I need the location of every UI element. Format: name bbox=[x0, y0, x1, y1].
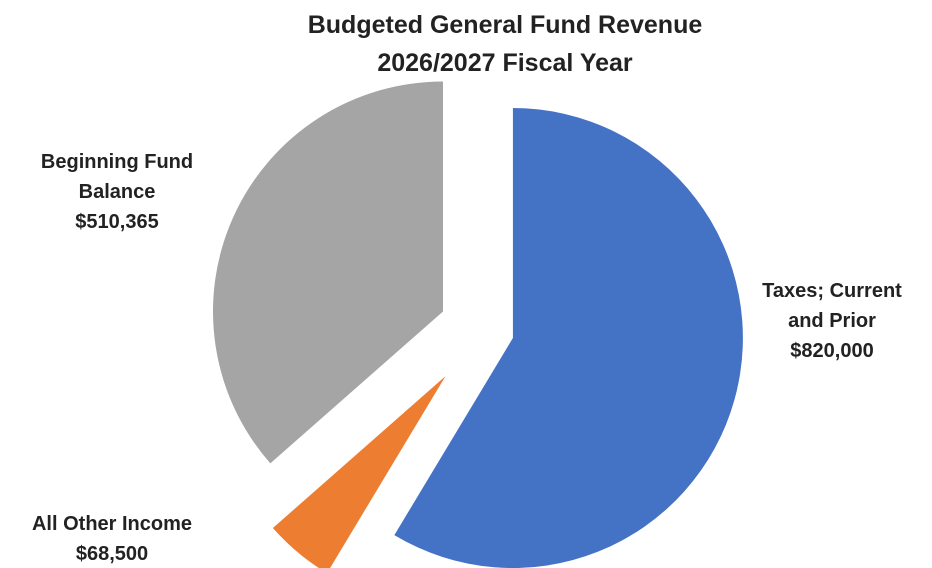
chart-title-line-2: 2026/2027 Fiscal Year bbox=[377, 49, 633, 77]
slice-label-line: and Prior bbox=[788, 310, 876, 332]
pie-slice-taxes-current-and-prior bbox=[394, 108, 743, 568]
slice-label-line: All Other Income bbox=[32, 513, 192, 535]
slice-label-beginning-fund-balance: Beginning Fund Balance $510,365 bbox=[41, 151, 193, 233]
slice-label-line: $510,365 bbox=[75, 211, 158, 233]
slice-label-line: $68,500 bbox=[76, 543, 148, 565]
slice-label-line: Balance bbox=[79, 181, 156, 203]
chart-title-line-1: Budgeted General Fund Revenue bbox=[308, 11, 703, 39]
slice-label-line: Taxes; Current bbox=[762, 280, 902, 302]
slice-label-taxes-current-and-prior: Taxes; Current and Prior $820,000 bbox=[762, 280, 902, 362]
pie-slice-beginning-fund-balance bbox=[212, 81, 443, 464]
slice-labels: Taxes; Current and Prior $820,000 All Other… bbox=[32, 151, 902, 565]
pie-slices bbox=[212, 81, 743, 568]
slice-label-line: $820,000 bbox=[790, 340, 873, 362]
slice-label-all-other-income: All Other Income $68,500 bbox=[32, 513, 192, 565]
pie-slice-all-other-income bbox=[272, 376, 446, 568]
slice-label-line: Beginning Fund bbox=[41, 151, 193, 173]
